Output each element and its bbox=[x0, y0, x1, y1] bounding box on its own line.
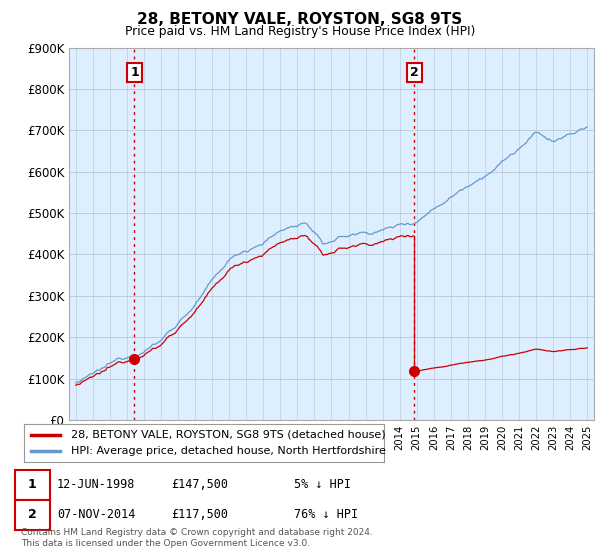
Text: Price paid vs. HM Land Registry's House Price Index (HPI): Price paid vs. HM Land Registry's House … bbox=[125, 25, 475, 38]
Text: 1: 1 bbox=[130, 66, 139, 79]
Text: £147,500: £147,500 bbox=[171, 478, 228, 492]
Text: HPI: Average price, detached house, North Hertfordshire: HPI: Average price, detached house, Nort… bbox=[71, 446, 386, 456]
Text: 2: 2 bbox=[28, 508, 37, 521]
Text: 2: 2 bbox=[410, 66, 419, 79]
Text: 07-NOV-2014: 07-NOV-2014 bbox=[57, 508, 136, 521]
Text: Contains HM Land Registry data © Crown copyright and database right 2024.
This d: Contains HM Land Registry data © Crown c… bbox=[21, 528, 373, 548]
Text: £117,500: £117,500 bbox=[171, 508, 228, 521]
Text: 76% ↓ HPI: 76% ↓ HPI bbox=[294, 508, 358, 521]
Text: 12-JUN-1998: 12-JUN-1998 bbox=[57, 478, 136, 492]
Text: 28, BETONY VALE, ROYSTON, SG8 9TS: 28, BETONY VALE, ROYSTON, SG8 9TS bbox=[137, 12, 463, 27]
Text: 1: 1 bbox=[28, 478, 37, 492]
Text: 5% ↓ HPI: 5% ↓ HPI bbox=[294, 478, 351, 492]
Text: 28, BETONY VALE, ROYSTON, SG8 9TS (detached house): 28, BETONY VALE, ROYSTON, SG8 9TS (detac… bbox=[71, 430, 385, 440]
